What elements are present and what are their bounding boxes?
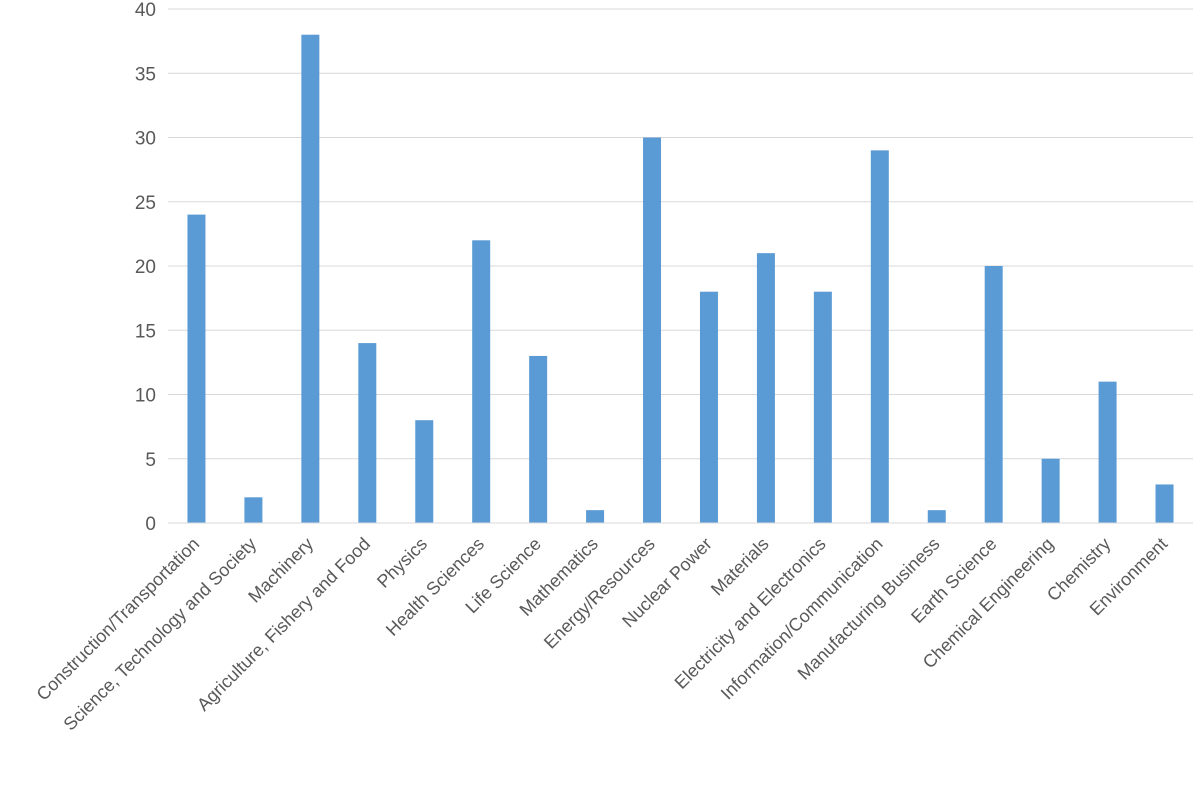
bar bbox=[1098, 381, 1117, 523]
bar bbox=[1041, 458, 1060, 523]
y-tick-label: 0 bbox=[145, 514, 156, 535]
bar bbox=[472, 240, 491, 524]
y-tick-label: 15 bbox=[135, 321, 156, 342]
bar bbox=[415, 420, 434, 523]
bar bbox=[870, 150, 889, 523]
bar bbox=[586, 510, 605, 523]
y-tick-label: 30 bbox=[135, 129, 156, 150]
x-tick-label: Health Sciences bbox=[382, 534, 488, 640]
bar bbox=[529, 355, 548, 523]
y-tick-label: 25 bbox=[135, 193, 156, 214]
bar bbox=[984, 266, 1003, 523]
bar bbox=[301, 34, 320, 523]
bar bbox=[813, 291, 832, 523]
bar bbox=[927, 510, 946, 523]
x-tick-label: Physics bbox=[373, 534, 431, 592]
bar bbox=[699, 291, 718, 523]
y-tick-label: 40 bbox=[135, 0, 156, 21]
bar bbox=[643, 137, 662, 523]
y-axis-ticks: 0 5 10 15 20 25 30 35 40 bbox=[135, 0, 156, 535]
bar bbox=[1155, 484, 1174, 523]
gridlines bbox=[168, 8, 1193, 460]
bar bbox=[358, 343, 377, 523]
bar bbox=[187, 214, 206, 523]
y-tick-label: 35 bbox=[135, 64, 156, 85]
y-tick-label: 20 bbox=[135, 257, 156, 278]
bar bbox=[756, 253, 775, 523]
bars bbox=[187, 34, 1174, 524]
y-tick-label: 10 bbox=[135, 386, 156, 407]
bar bbox=[244, 497, 263, 523]
y-tick-label: 5 bbox=[145, 450, 156, 471]
